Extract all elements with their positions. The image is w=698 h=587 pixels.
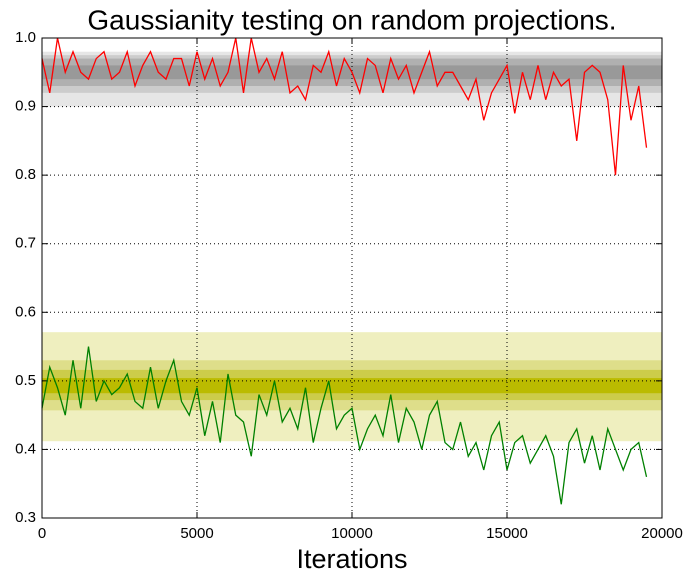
plot-frame xyxy=(41,37,663,519)
x-tick-label: 15000 xyxy=(486,525,528,542)
y-tick-label: 0.6 xyxy=(15,303,36,320)
series-line xyxy=(41,346,648,505)
x-tick-label: 20000 xyxy=(641,525,683,542)
y-tick-label: 1.0 xyxy=(15,29,36,46)
y-tick-label: 0.5 xyxy=(15,372,36,389)
x-axis-label: Iterations xyxy=(296,544,407,574)
series-line xyxy=(41,37,648,176)
x-tick-label: 5000 xyxy=(180,525,213,542)
y-tick-label: 0.3 xyxy=(15,509,36,526)
y-tick-label: 0.4 xyxy=(15,440,36,457)
y-tick-label: 0.7 xyxy=(15,235,36,252)
x-tick-label: 10000 xyxy=(331,525,373,542)
y-tick-label: 0.9 xyxy=(15,98,36,115)
x-tick-label: 0 xyxy=(38,525,46,542)
y-tick-label: 0.8 xyxy=(15,166,36,183)
chart-title: Gaussianity testing on random projection… xyxy=(87,4,616,35)
